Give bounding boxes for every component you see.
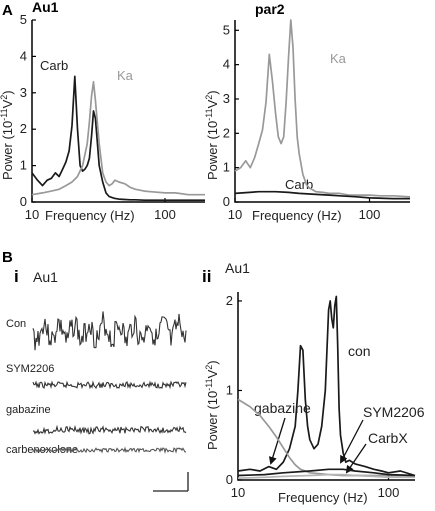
y-tick-label: 0 [20, 194, 27, 209]
power-close: ) [205, 90, 220, 94]
x-axis-label: Frequency (Hz) [252, 208, 342, 223]
y-tick-label: 4 [20, 48, 27, 63]
series-line-sym2206 [237, 468, 416, 477]
trace-sym2206 [32, 380, 187, 390]
trace-label-con: Con [6, 318, 26, 330]
series-label-ka: Ka [117, 68, 134, 83]
series-line-carb [234, 190, 410, 200]
panel-label-i: i [14, 267, 19, 286]
traces-title: Au1 [33, 269, 58, 285]
y-tick-label: 2 [223, 125, 230, 140]
power-sq: 2 [204, 95, 214, 100]
arrow-carbx [345, 443, 367, 474]
chart-au1-drugs: ii Au1 Power (10-11V2) Frequency (Hz) co… [202, 260, 425, 505]
scale-bar [153, 472, 189, 492]
power-sq: 2 [204, 365, 214, 370]
series-label-gabazine: gabazine [254, 400, 311, 416]
series-label-ka: Ka [330, 51, 347, 66]
axis-lines [237, 292, 415, 481]
power-exp: -11 [0, 108, 9, 120]
x-tick-label: 100 [154, 207, 176, 222]
panel-label-b: B [2, 249, 13, 266]
y-tick-label: 3 [20, 85, 27, 100]
power-unit: V [0, 99, 15, 108]
x-tick-label: 100 [359, 207, 381, 222]
y-tick-label: 0 [226, 472, 233, 487]
x-tick-label: 10 [228, 207, 242, 222]
x-tick-label: 10 [25, 207, 39, 222]
series-line-carb [31, 75, 205, 202]
power-label: Power (10 [0, 121, 15, 180]
x-axis-label: Frequency (Hz) [45, 208, 135, 223]
series-line-con [237, 295, 416, 477]
trace-carbenoxolone [32, 446, 187, 454]
x-tick-label: 10 [231, 485, 245, 500]
y-tick-label: 5 [20, 12, 27, 27]
y-tick-label: 0 [223, 194, 230, 209]
x-tick-label: 100 [378, 485, 400, 500]
y-axis-label: Power (10-11V2) [204, 90, 220, 180]
power-sq: 2 [0, 95, 9, 100]
traces-panel: i Au1 Con SYM2206 gabazine carbenoxolone [6, 267, 189, 492]
y-tick-label: 1 [20, 158, 27, 173]
x-axis-label: Frequency (Hz) [278, 490, 368, 505]
trace-gabazine [32, 424, 187, 435]
chart-title: par2 [255, 1, 285, 17]
power-label: Power (10 [205, 391, 220, 450]
y-tick-label: 4 [223, 57, 230, 72]
chart-par2-carb-ka: par2 Power (10-11V2) Frequency (Hz) Ka C… [204, 1, 411, 223]
y-tick-label: 1 [226, 382, 233, 397]
y-tick-label: 2 [226, 293, 233, 308]
y-tick-label: 1 [223, 160, 230, 175]
axis-lines [234, 20, 410, 203]
panel-label-a: A [2, 2, 13, 19]
y-tick-label: 5 [223, 22, 230, 37]
series-label-carb: Carb [285, 177, 313, 192]
power-exp: -11 [204, 108, 214, 120]
y-axis-label: Power (10-11V2) [204, 360, 220, 450]
arrow-sym2206 [340, 419, 364, 464]
power-label: Power (10 [205, 121, 220, 180]
trace-label-sym2206: SYM2206 [6, 363, 54, 375]
y-tick-label: 2 [20, 121, 27, 136]
power-close: ) [205, 360, 220, 364]
y-axis-label: Power (10-11V2) [0, 90, 15, 180]
chart-au1-carb-ka: Au1 Power (10-11V2) Frequency (Hz) Carb … [0, 0, 205, 223]
series-label-sym2206: SYM2206 [363, 404, 425, 420]
power-unit: V [205, 99, 220, 108]
y-tick-label: 3 [223, 91, 230, 106]
power-unit: V [205, 369, 220, 378]
series-line-ka [31, 81, 205, 196]
series-line-carbx [237, 473, 415, 480]
trace-con [32, 311, 187, 351]
series-label-con: con [348, 343, 371, 359]
panel-label-ii: ii [202, 267, 211, 286]
chart-title: Au1 [225, 260, 250, 276]
trace-label-gabazine: gabazine [6, 404, 51, 416]
series-label-carbx: CarbX [368, 430, 408, 446]
series-line-ka [234, 19, 411, 198]
chart-title: Au1 [32, 0, 59, 15]
power-exp: -11 [204, 378, 214, 390]
power-close: ) [0, 90, 15, 94]
series-label-carb: Carb [40, 58, 68, 73]
